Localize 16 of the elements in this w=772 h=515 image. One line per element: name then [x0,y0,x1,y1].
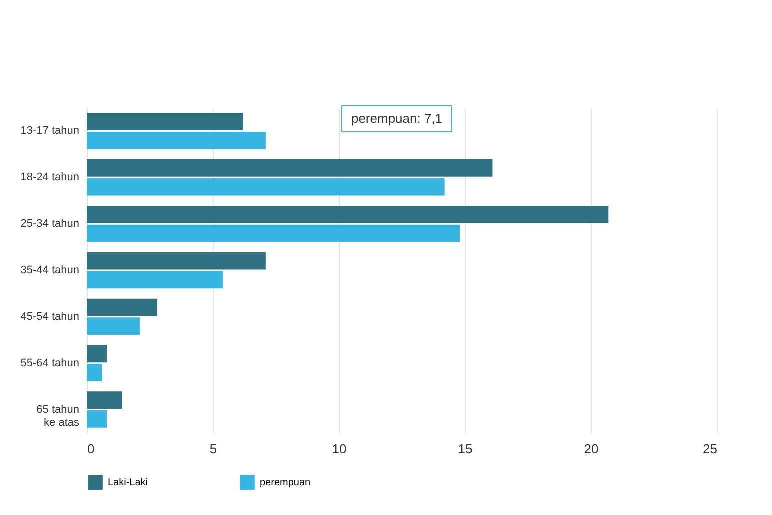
y-tick-label: 55-64 tahun [20,357,80,370]
x-tick-label: 25 [703,442,718,456]
y-tick-label: 45-54 tahun [20,310,80,323]
legend-label: Laki-Laki [108,478,148,489]
annotation: perempuan: 7,1 [351,111,443,126]
x-tick-label: 15 [458,442,473,456]
x-tick-label: 10 [332,442,347,456]
y-tick-label: 35-44 tahun [20,264,80,276]
x-tick-label: 0 [88,442,95,456]
y-tick-label: 18-24 tahun [20,172,80,184]
y-tick-label: 65 tahun ke atas [36,404,80,429]
y-tick-label: 13-17 tahun [20,125,80,138]
x-tick-label: 20 [584,442,599,456]
y-tick-label: 25-34 tahun [20,218,80,230]
x-tick-label: 5 [210,442,218,456]
legend-label: perempuan [260,478,311,489]
